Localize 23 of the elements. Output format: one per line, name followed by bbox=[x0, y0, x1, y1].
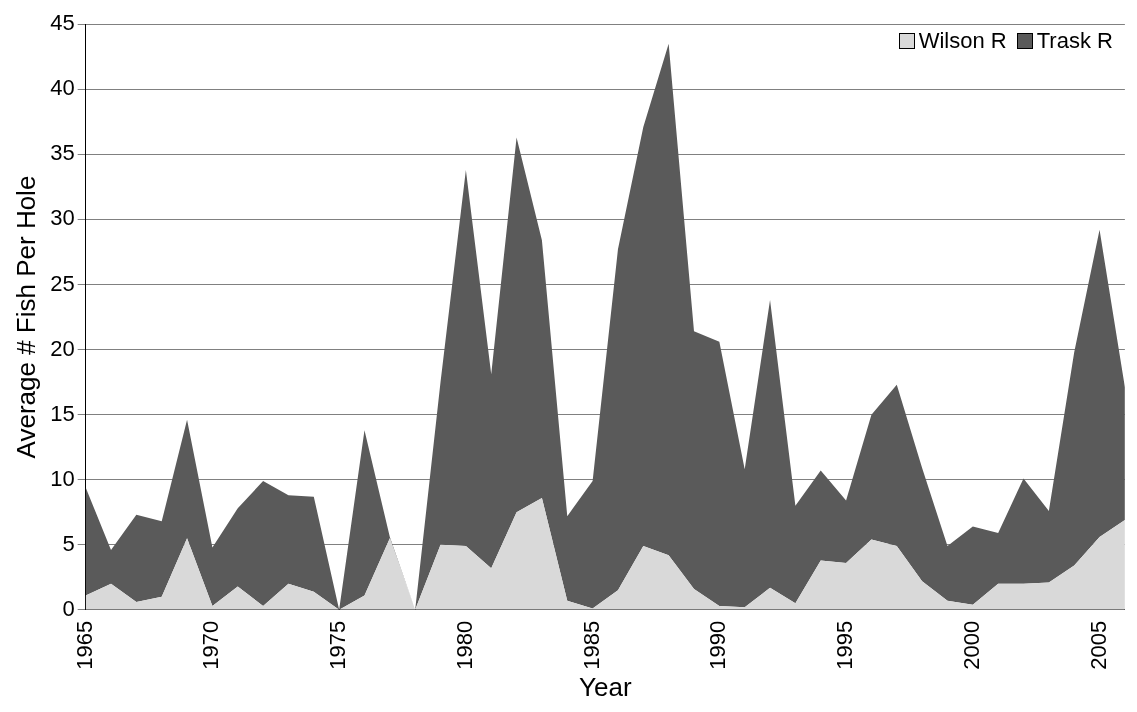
y-tick-label: 5 bbox=[62, 530, 75, 556]
x-tick-label: 1990 bbox=[705, 620, 731, 670]
x-tick-label: 1965 bbox=[71, 620, 97, 670]
x-tick-label: 2005 bbox=[1085, 620, 1111, 670]
y-tick-label: 0 bbox=[62, 595, 75, 621]
x-tick-label: 1995 bbox=[832, 620, 858, 670]
y-tick-label: 10 bbox=[50, 465, 75, 491]
x-tick-label: 1975 bbox=[325, 620, 351, 670]
legend-label: Wilson R bbox=[918, 28, 1007, 55]
x-tick-label: 1980 bbox=[451, 620, 477, 670]
x-tick-label: 1970 bbox=[198, 620, 224, 670]
y-axis-title: Average # Fish Per Hole bbox=[10, 175, 41, 459]
y-tick-label: 35 bbox=[50, 140, 75, 166]
x-tick-label: 1985 bbox=[578, 620, 604, 670]
y-tick-label: 15 bbox=[50, 400, 75, 426]
legend-label: Trask R bbox=[1036, 28, 1113, 55]
y-tick-label: 30 bbox=[50, 205, 75, 231]
x-axis-title: Year bbox=[579, 671, 632, 702]
y-tick-label: 40 bbox=[50, 75, 75, 101]
x-tick-label: 2000 bbox=[958, 620, 984, 670]
y-tick-label: 45 bbox=[50, 10, 75, 36]
y-tick-label: 20 bbox=[50, 335, 75, 361]
y-tick-label: 25 bbox=[50, 270, 75, 296]
